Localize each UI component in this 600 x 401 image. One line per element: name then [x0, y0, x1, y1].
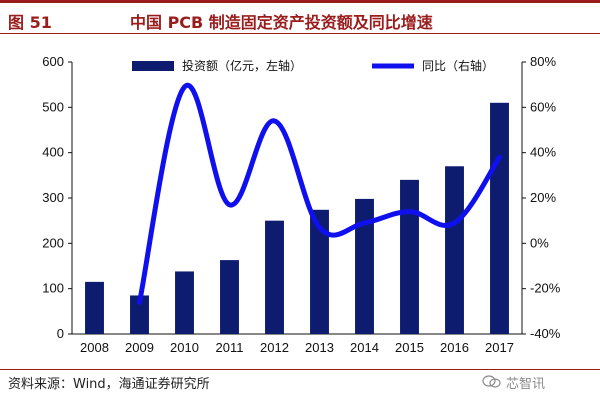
- chart-legend: 投资额（亿元，左轴） 同比（右轴）: [132, 58, 494, 73]
- title-bar: 图 51 中国 PCB 制造固定资产投资额及同比增速: [0, 0, 600, 34]
- bar: [310, 209, 329, 334]
- left-tick-label: 300: [42, 190, 64, 205]
- combo-chart: 0 100 200 300 400 500 600 -40% -20% 0% 20% 40% 60% 80…: [42, 54, 560, 355]
- x-tick-label: 2013: [305, 340, 334, 355]
- right-tick-label: -20%: [530, 281, 561, 296]
- right-tick-label: -40%: [530, 326, 561, 341]
- left-tick-label: 0: [57, 326, 64, 341]
- right-tick-label: 60%: [530, 99, 556, 114]
- legend-bar-swatch: [132, 61, 174, 71]
- left-tick-label: 400: [42, 145, 64, 160]
- right-tick-label: 20%: [530, 190, 556, 205]
- x-tick-label: 2010: [170, 340, 199, 355]
- x-tick-label: 2012: [260, 340, 289, 355]
- bar: [130, 295, 149, 334]
- bar: [220, 260, 239, 334]
- bar: [490, 102, 509, 334]
- yoy-line: [137, 82, 502, 305]
- bar: [85, 281, 104, 334]
- left-tick-label: 100: [42, 281, 64, 296]
- right-tick-label: 80%: [530, 54, 556, 69]
- left-tick-label: 200: [42, 235, 64, 250]
- chart-title: 中国 PCB 制造固定资产投资额及同比增速: [130, 13, 433, 32]
- figure-label: 图 51: [8, 13, 52, 32]
- right-tick-label: 0%: [530, 235, 549, 250]
- source-note: 资料来源：Wind，海通证券研究所: [8, 377, 210, 392]
- x-tick-label: 2017: [485, 340, 514, 355]
- bar: [175, 271, 194, 334]
- x-tick-label: 2015: [395, 340, 424, 355]
- x-tick-label: 2008: [80, 340, 109, 355]
- x-tick-label: 2009: [125, 340, 154, 355]
- bar: [265, 220, 284, 334]
- legend-line-label: 同比（右轴）: [422, 58, 494, 73]
- x-tick-label: 2016: [440, 340, 469, 355]
- bar: [445, 166, 464, 334]
- bottom-rule: [0, 369, 600, 370]
- x-tick-label: 2011: [216, 340, 244, 355]
- legend-bar-label: 投资额（亿元，左轴）: [182, 58, 302, 73]
- line-series: [137, 82, 502, 305]
- chart-axes: 0 100 200 300 400 500 600 -40% -20% 0% 20% 40% 60% 80…: [42, 54, 560, 355]
- bar: [355, 198, 374, 334]
- watermark: 芯智讯: [506, 377, 546, 392]
- left-tick-label: 600: [42, 54, 64, 69]
- x-tick-label: 2014: [350, 340, 379, 355]
- bar: [400, 179, 419, 334]
- bar-series: [85, 102, 509, 334]
- left-tick-label: 500: [42, 99, 64, 114]
- wechat-icon: [482, 375, 501, 388]
- right-tick-label: 40%: [530, 145, 556, 160]
